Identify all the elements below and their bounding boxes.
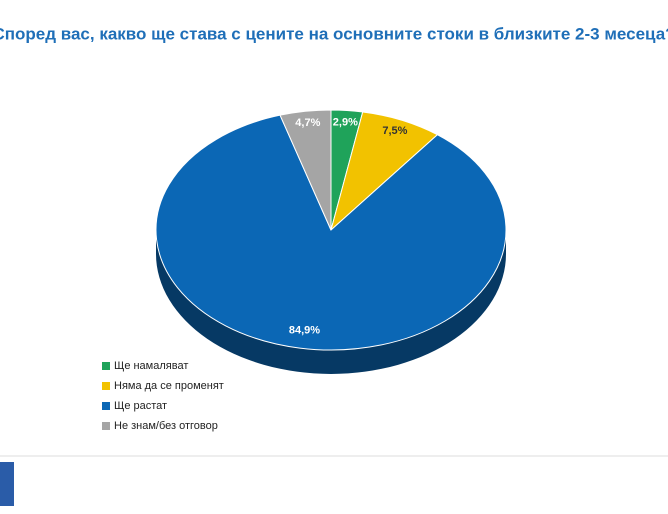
data-label: 2,9%	[333, 116, 358, 128]
logo-fragment	[0, 462, 14, 506]
data-label: 4,7%	[295, 117, 320, 129]
slice	[155, 114, 507, 351]
data-label: 7,5%	[382, 125, 407, 137]
data-label: 84,9%	[289, 324, 320, 336]
legend-swatch	[102, 402, 110, 410]
legend-swatch	[102, 382, 110, 390]
legend-swatch	[102, 362, 110, 370]
legend-label: Няма да се променят	[114, 380, 224, 392]
legend-label: Ще намаляват	[114, 360, 188, 372]
slice	[279, 109, 332, 231]
slice-side	[156, 230, 506, 374]
chart-title: Според вас, какво ще става с цените на о…	[0, 24, 668, 43]
legend-swatch	[102, 422, 110, 430]
legend-label: Не знам/без отговор	[114, 420, 218, 432]
legend-label: Ще растат	[114, 400, 167, 412]
